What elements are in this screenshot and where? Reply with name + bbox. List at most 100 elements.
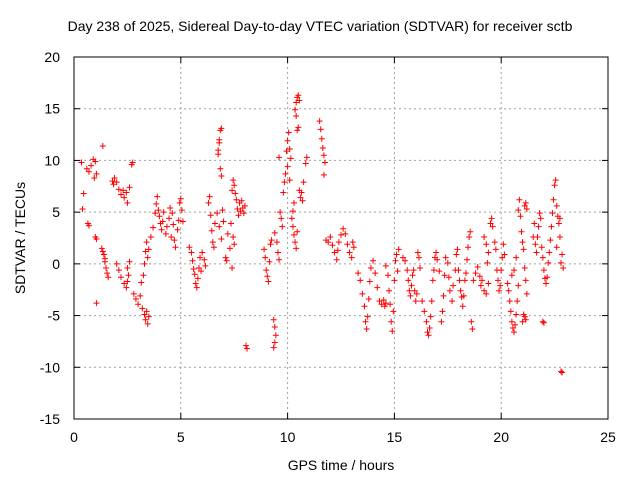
- data-point: [195, 264, 202, 271]
- data-point: [359, 290, 366, 297]
- data-point: [141, 311, 148, 318]
- data-point: [214, 210, 221, 217]
- data-point: [121, 280, 128, 287]
- data-point: [457, 287, 464, 294]
- data-point: [115, 267, 122, 274]
- data-point: [282, 170, 289, 177]
- data-point: [465, 244, 472, 251]
- data-point: [289, 223, 296, 230]
- data-point: [421, 308, 428, 315]
- data-point: [91, 175, 98, 182]
- data-point: [392, 257, 399, 264]
- data-point: [125, 272, 132, 279]
- data-point: [388, 318, 395, 325]
- data-point: [291, 199, 298, 206]
- data-point: [508, 272, 515, 279]
- data-point: [512, 321, 519, 328]
- data-point: [268, 237, 275, 244]
- data-point: [144, 320, 151, 327]
- data-point: [129, 159, 136, 166]
- data-point: [402, 257, 409, 264]
- data-point: [424, 329, 431, 336]
- data-point: [137, 292, 144, 299]
- data-point: [88, 162, 95, 169]
- data-point: [277, 209, 284, 216]
- data-point: [387, 301, 394, 308]
- data-point: [439, 308, 446, 315]
- data-point: [381, 303, 388, 310]
- data-point: [220, 218, 227, 225]
- data-point: [231, 241, 238, 248]
- data-point: [425, 332, 432, 339]
- data-point: [140, 272, 147, 279]
- data-point: [189, 257, 196, 264]
- data-point: [394, 268, 401, 275]
- data-point: [296, 97, 303, 104]
- data-point: [141, 260, 148, 267]
- data-point: [476, 273, 483, 280]
- data-point: [199, 249, 206, 256]
- data-point: [477, 282, 484, 289]
- data-point: [162, 230, 169, 237]
- data-point: [152, 210, 159, 217]
- data-point: [440, 292, 447, 299]
- data-point: [135, 301, 142, 308]
- data-point: [295, 92, 302, 99]
- data-point: [117, 274, 124, 281]
- data-point: [143, 308, 150, 315]
- data-point: [350, 244, 357, 251]
- data-point: [415, 254, 422, 261]
- data-point: [264, 273, 271, 280]
- data-point: [409, 272, 416, 279]
- data-point: [521, 264, 528, 271]
- data-point: [99, 142, 106, 149]
- data-point: [389, 328, 396, 335]
- data-point: [272, 332, 279, 339]
- data-point: [303, 154, 310, 161]
- data-point: [384, 272, 391, 279]
- grid: [74, 57, 608, 419]
- x-tick-label: 25: [600, 429, 616, 445]
- data-point: [559, 251, 566, 258]
- data-point: [265, 278, 272, 285]
- data-point: [276, 256, 283, 263]
- data-point: [193, 284, 200, 291]
- data-point: [521, 202, 528, 209]
- data-point: [519, 239, 526, 246]
- chart-title: Day 238 of 2025, Sidereal Day-to-day VTE…: [67, 18, 573, 34]
- data-point: [454, 246, 461, 253]
- data-point: [287, 155, 294, 162]
- data-point: [294, 228, 301, 235]
- data-point: [553, 202, 560, 209]
- data-point: [302, 160, 309, 167]
- data-point: [266, 258, 273, 265]
- data-point: [120, 187, 127, 194]
- data-point: [244, 345, 251, 352]
- data-point: [297, 194, 304, 201]
- data-point: [281, 179, 288, 186]
- data-point: [105, 274, 112, 281]
- data-point: [170, 221, 177, 228]
- data-point: [522, 316, 529, 323]
- data-point: [417, 264, 424, 271]
- data-point: [126, 184, 133, 191]
- data-point: [509, 324, 516, 331]
- data-point: [111, 175, 118, 182]
- data-point: [494, 277, 501, 284]
- data-point: [331, 249, 338, 256]
- data-point: [321, 159, 328, 166]
- data-point: [293, 112, 300, 119]
- data-point: [355, 270, 362, 277]
- data-point: [462, 270, 469, 277]
- data-point: [278, 215, 285, 222]
- data-point: [93, 170, 100, 177]
- data-point: [556, 215, 563, 222]
- data-point: [218, 172, 225, 179]
- data-point: [263, 267, 270, 274]
- data-point: [382, 300, 389, 307]
- y-tick-label: 10: [44, 152, 60, 168]
- data-point: [429, 277, 436, 284]
- data-point: [501, 251, 508, 258]
- y-tick-label: 5: [52, 204, 60, 220]
- y-tick-label: 15: [44, 101, 60, 117]
